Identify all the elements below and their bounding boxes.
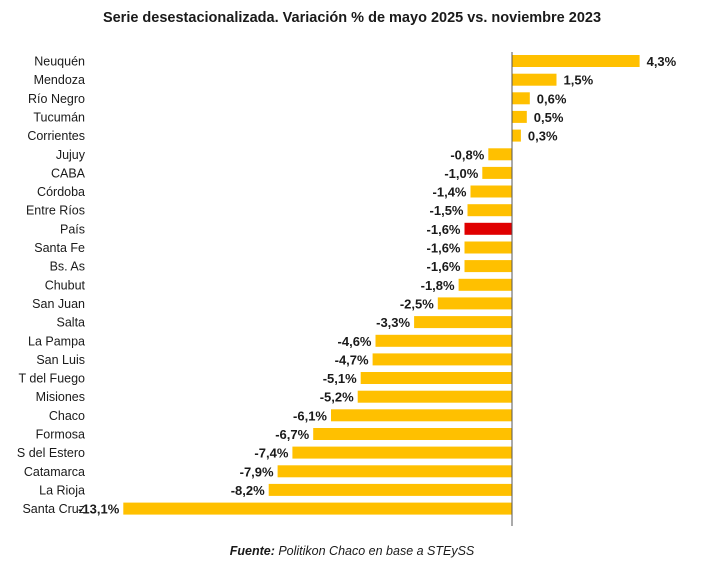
category-label: Chubut	[45, 278, 86, 292]
data-label: 4,3%	[647, 54, 677, 69]
bar-s-del-estero	[292, 446, 512, 459]
data-label: -1,8%	[421, 278, 455, 293]
category-label: San Juan	[32, 297, 85, 311]
bar-santa-fe	[464, 241, 512, 254]
bar-t-del-fuego	[360, 372, 512, 384]
bar-san-juan	[437, 297, 512, 310]
category-label: Corrientes	[27, 129, 85, 143]
category-label: Entre Ríos	[26, 204, 85, 218]
source-note: Fuente: Politikon Chaco en base a STEySS	[0, 544, 704, 558]
category-label: T del Fuego	[19, 372, 86, 386]
category-label: Catamarca	[24, 465, 85, 479]
bar-corrientes	[512, 129, 521, 142]
data-label: -4,6%	[338, 334, 372, 349]
data-label: -1,6%	[427, 259, 461, 274]
bar-misiones	[357, 390, 512, 403]
bar-córdoba	[470, 185, 512, 198]
bar-salta	[414, 316, 512, 329]
chart-title: Serie desestacionalizada. Variación % de…	[102, 10, 602, 26]
data-label: -1,5%	[430, 203, 464, 218]
bar-entre-ríos	[467, 204, 512, 217]
category-label: Córdoba	[37, 185, 85, 199]
category-label: Neuquén	[34, 55, 85, 69]
data-label: -5,1%	[323, 371, 357, 386]
category-label: La Rioja	[39, 483, 85, 497]
category-label: Bs. As	[50, 260, 85, 274]
data-label: -5,2%	[320, 390, 354, 405]
data-label: -2,5%	[400, 296, 434, 311]
data-label: -13,1%	[78, 502, 120, 517]
category-label: Jujuy	[56, 148, 86, 162]
bar-chubut	[458, 278, 512, 291]
category-label: Salta	[57, 316, 86, 330]
category-label: Chaco	[49, 409, 85, 423]
category-label: Misiones	[36, 390, 85, 404]
bar-neuquén	[512, 55, 640, 67]
data-label: -8,2%	[231, 483, 265, 498]
bar-río-negro	[512, 92, 530, 105]
source-label: Fuente:	[229, 544, 275, 558]
bar-catamarca	[277, 465, 512, 478]
data-label: -6,1%	[293, 408, 327, 423]
data-label: 0,3%	[528, 129, 558, 144]
category-label: Santa Fe	[34, 241, 85, 255]
bar-mendoza	[512, 73, 557, 86]
category-label: Formosa	[36, 428, 85, 442]
data-label: -0,8%	[450, 147, 484, 162]
category-label: La Pampa	[28, 334, 85, 348]
data-label: -1,6%	[427, 222, 461, 237]
bar-san-luis	[372, 353, 512, 366]
data-label: -1,0%	[444, 166, 478, 181]
data-label: -7,9%	[240, 464, 274, 479]
bar-caba	[482, 166, 512, 179]
bar-la-pampa	[375, 334, 512, 347]
data-label: -4,7%	[335, 352, 369, 367]
data-label: -1,4%	[433, 185, 467, 200]
category-label: Tucumán	[33, 110, 85, 124]
bar-chaco	[331, 409, 512, 422]
data-label: -1,6%	[427, 241, 461, 256]
category-label: Mendoza	[34, 73, 85, 87]
data-label: -7,4%	[254, 446, 288, 461]
category-label: País	[60, 222, 85, 236]
bar-santa-cruz	[123, 502, 513, 515]
data-label: 1,5%	[564, 73, 594, 88]
source-text: Politikon Chaco en base a STEySS	[274, 544, 475, 558]
category-label: San Luis	[36, 353, 85, 367]
data-label: -6,7%	[275, 427, 309, 442]
bar-jujuy	[488, 148, 512, 161]
category-label: Santa Cruz	[22, 502, 85, 516]
bar-bs-as	[464, 260, 512, 273]
bar-país	[464, 222, 512, 235]
data-label: 0,5%	[534, 110, 564, 125]
bar-la-rioja	[268, 483, 512, 496]
bar-tucumán	[512, 110, 527, 123]
category-label: S del Estero	[17, 446, 85, 460]
bar-formosa	[313, 428, 512, 440]
data-label: -3,3%	[376, 315, 410, 330]
category-label: CABA	[51, 166, 86, 180]
data-label: 0,6%	[537, 91, 567, 106]
category-label: Río Negro	[28, 92, 85, 106]
